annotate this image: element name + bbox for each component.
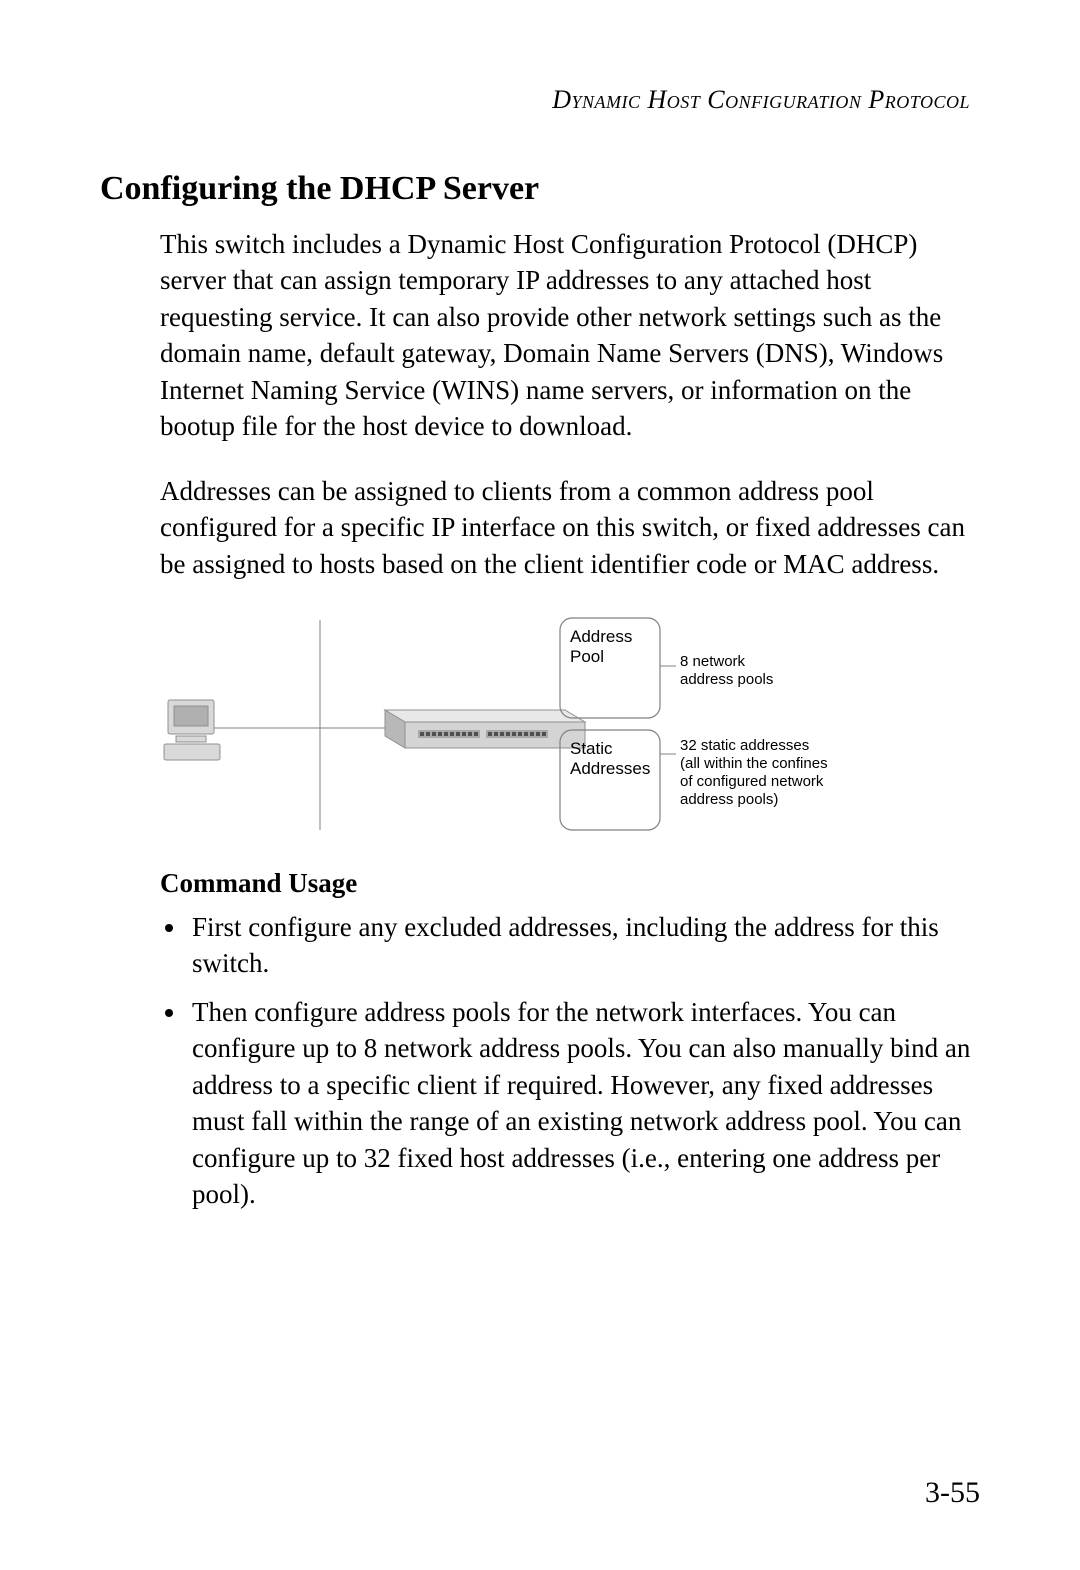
address-pool-label-2: Pool [570,647,604,666]
static-note-1: 32 static addresses [680,737,809,754]
address-pool-label-1: Address [570,627,632,646]
pool-note-2: address pools [680,671,773,688]
section-title: Configuring the DHCP Server [100,170,980,208]
static-label-1: Static [570,739,613,758]
static-note-3: of configured network [680,773,824,790]
body-block: This switch includes a Dynamic Host Conf… [160,226,980,582]
running-header: Dynamic Host Configuration Protocol [100,85,970,115]
pool-note-1: 8 network [680,653,746,670]
pc-icon [164,700,220,760]
dhcp-diagram: Address Pool 8 network address pools Sta… [160,610,960,850]
static-note-4: address pools) [680,791,778,808]
static-note-2: (all within the confines [680,755,828,772]
list-item: Then configure address pools for the net… [188,994,980,1213]
paragraph-2: Addresses can be assigned to clients fro… [160,473,980,582]
static-label-2: Addresses [570,759,650,778]
command-usage-list: First configure any excluded addresses, … [160,909,980,1213]
page-number: 3-55 [925,1476,980,1510]
list-item: First configure any excluded addresses, … [188,909,980,982]
command-usage-heading: Command Usage [160,868,980,899]
switch-icon [385,710,585,748]
page: Dynamic Host Configuration Protocol Conf… [0,0,1080,1570]
paragraph-1: This switch includes a Dynamic Host Conf… [160,226,980,445]
